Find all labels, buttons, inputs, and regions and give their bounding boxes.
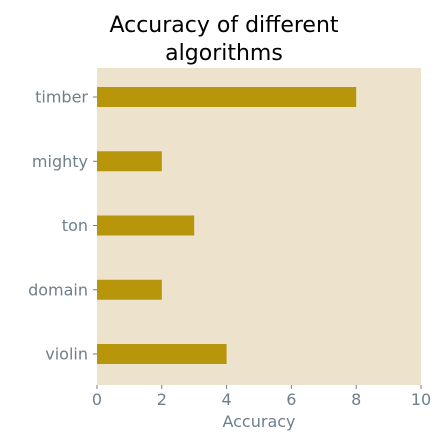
x-axis: 0 2 4 6 8 10 xyxy=(92,385,431,409)
x-tick-label-8: 8 xyxy=(351,390,361,409)
bar-mighty xyxy=(97,151,162,172)
bar-domain xyxy=(97,279,162,300)
bars-layer xyxy=(97,87,357,364)
y-tick-label-timber: timber xyxy=(35,88,88,107)
y-tick-label-ton: ton xyxy=(62,216,88,235)
bar-timber xyxy=(97,87,357,107)
x-tick-label-0: 0 xyxy=(92,390,102,409)
chart-title-line-1: Accuracy of different xyxy=(109,13,339,38)
y-axis: timber mighty ton domain violin xyxy=(28,88,97,364)
bar-ton xyxy=(97,215,195,236)
bar-violin xyxy=(97,344,227,364)
chart-title-line-2: algorithms xyxy=(165,41,283,66)
x-tick-label-4: 4 xyxy=(222,390,232,409)
x-tick-label-6: 6 xyxy=(286,390,296,409)
x-axis-label: Accuracy xyxy=(222,412,295,431)
y-tick-label-mighty: mighty xyxy=(32,152,88,171)
x-tick-label-10: 10 xyxy=(411,390,431,409)
y-tick-label-violin: violin xyxy=(45,345,88,364)
x-tick-label-2: 2 xyxy=(157,390,167,409)
chart-title: Accuracy of different algorithms xyxy=(0,12,448,68)
y-tick-label-domain: domain xyxy=(28,280,88,299)
